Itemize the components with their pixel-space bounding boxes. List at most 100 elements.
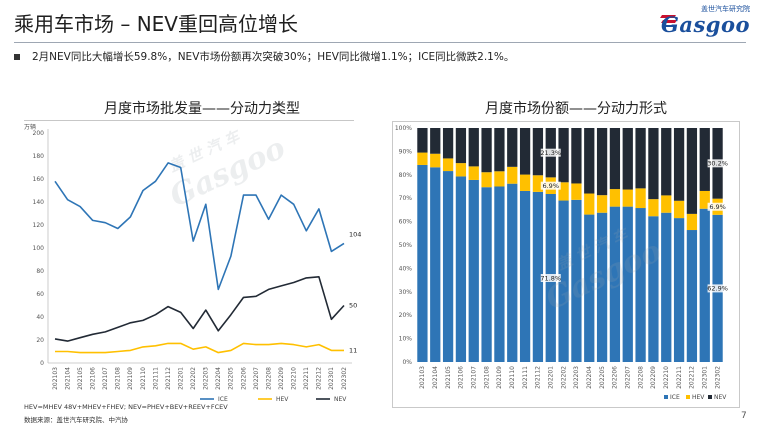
bar-segment-nev xyxy=(661,128,672,196)
bar-segment-ice xyxy=(699,208,710,362)
bar-segment-nev xyxy=(635,128,646,189)
x-tick-label: 202104 xyxy=(432,366,439,389)
bar-segment-nev xyxy=(532,128,544,176)
legend-label-nev: NEV xyxy=(714,394,727,401)
bar-segment-ice xyxy=(558,200,569,362)
legend-swatch-ice xyxy=(664,395,668,399)
bar-segment-hev xyxy=(622,189,633,207)
bar-segment-ice xyxy=(609,206,621,362)
bar-segment-ice xyxy=(455,176,467,362)
bar-segment-nev xyxy=(519,128,531,175)
bar-segment-ice xyxy=(635,208,646,362)
x-tick-label: 202105 xyxy=(77,367,84,390)
bar-segment-nev xyxy=(699,128,710,191)
bar-segment-nev xyxy=(507,128,518,167)
y-tick-label: 60 xyxy=(36,291,44,298)
bar-segment-ice xyxy=(442,171,454,362)
y-tick-label: 30% xyxy=(399,289,413,296)
bar-segment-ice xyxy=(430,167,441,362)
x-tick-label: 202211 xyxy=(303,367,310,390)
x-tick-label: 202201 xyxy=(177,367,184,390)
end-label-ice: 104 xyxy=(349,230,361,238)
page-number: 7 xyxy=(741,411,747,421)
page-title: 乘用车市场 – NEV重回高位增长 xyxy=(14,12,298,36)
bar-segment-ice xyxy=(519,190,531,362)
x-tick-label: 202110 xyxy=(509,366,516,389)
bar-segment-nev xyxy=(686,128,698,214)
bar-segment-nev xyxy=(571,128,582,184)
x-tick-label: 202208 xyxy=(265,367,272,390)
x-tick-label: 202109 xyxy=(127,367,134,390)
end-label-hev: 11 xyxy=(349,346,357,354)
bar-segment-hev xyxy=(455,163,467,177)
x-tick-label: 202110 xyxy=(140,367,147,390)
bar-segment-hev xyxy=(519,174,531,191)
bar-segment-ice xyxy=(661,212,672,362)
bar-segment-nev xyxy=(584,128,595,194)
bar-segment-hev xyxy=(673,200,685,219)
bar-segment-ice xyxy=(622,206,633,362)
x-tick-label: 202212 xyxy=(689,366,696,389)
legend-swatch-nev xyxy=(708,395,712,399)
x-tick-label: 202205 xyxy=(599,366,606,389)
legend-label-hev: HEV xyxy=(692,394,705,401)
gasgoo-logo: 盖世汽车研究院 Gasgoo xyxy=(656,4,750,37)
summary-bullet: 2月NEV同比大幅增长59.8%，NEV市场份额再次突破30%；HEV同比微增1… xyxy=(14,49,514,64)
x-tick-label: 202108 xyxy=(483,366,490,389)
bar-segment-nev xyxy=(596,128,608,196)
y-tick-label: 10% xyxy=(399,336,413,343)
bar-segment-hev xyxy=(571,183,582,200)
y-tick-label: 40 xyxy=(36,314,44,321)
x-tick-label: 202202 xyxy=(560,366,567,389)
bar-segment-ice xyxy=(481,187,492,362)
bar-segment-nev xyxy=(417,128,428,153)
y-tick-label: 160 xyxy=(33,176,45,183)
bar-segment-nev xyxy=(442,128,454,159)
x-tick-label: 202112 xyxy=(535,366,542,389)
series-line-hev xyxy=(55,342,344,354)
bar-segment-hev xyxy=(609,189,621,207)
bullet-square-icon xyxy=(14,53,20,60)
data-label: 6.9% xyxy=(709,203,726,211)
x-tick-label: 202107 xyxy=(102,367,109,390)
data-label-bg xyxy=(540,148,561,157)
y-tick-label: 180 xyxy=(33,153,45,160)
bar-segment-hev xyxy=(430,153,441,168)
bar-segment-hev xyxy=(648,199,659,217)
x-tick-label: 202302 xyxy=(714,366,721,389)
bar-segment-hev xyxy=(596,195,608,213)
logo-subtitle: 盖世汽车研究院 xyxy=(701,5,750,13)
y-tick-label: 40% xyxy=(399,265,413,272)
x-tick-label: 202103 xyxy=(52,367,59,390)
data-label-bg xyxy=(540,181,561,190)
bar-segment-hev xyxy=(481,172,492,188)
summary-text: 2月NEV同比大幅增长59.8%，NEV市场份额再次突破30%；HEV同比微增1… xyxy=(32,51,515,63)
x-tick-label: 202208 xyxy=(637,366,644,389)
legend-label-ice: ICE xyxy=(670,394,680,401)
bar-segment-ice xyxy=(686,230,698,362)
bar-segment-hev xyxy=(532,175,544,192)
x-tick-label: 202209 xyxy=(278,367,285,390)
y-tick-label: 100 xyxy=(33,245,45,252)
bar-segment-ice xyxy=(417,164,428,362)
data-label-bg xyxy=(707,202,728,211)
data-label: 62.9% xyxy=(707,285,728,293)
y-tick-label: 90% xyxy=(399,148,413,155)
data-label: 71.8% xyxy=(540,274,561,282)
x-tick-label: 202202 xyxy=(190,367,197,390)
x-tick-label: 202206 xyxy=(612,366,619,389)
bar-segment-ice xyxy=(494,186,505,362)
bar-chart-title: 月度市场份额——分动力形式 xyxy=(485,101,667,117)
x-tick-label: 202104 xyxy=(64,367,71,390)
x-tick-label: 202209 xyxy=(650,366,657,389)
y-tick-label: 60% xyxy=(399,219,413,226)
bar-segment-ice xyxy=(507,183,518,362)
x-tick-label: 202106 xyxy=(89,367,96,390)
data-source: 数据来源：盖世汽车研究院、中汽协 xyxy=(24,416,128,424)
bar-segment-hev xyxy=(494,171,505,187)
x-tick-label: 202301 xyxy=(702,366,709,389)
footnote-definitions: HEV=MHEV 48V+MHEV+FHEV; NEV=PHEV+BEV+REE… xyxy=(24,403,228,411)
bar-segment-nev xyxy=(609,128,621,190)
x-tick-label: 202107 xyxy=(471,366,478,389)
